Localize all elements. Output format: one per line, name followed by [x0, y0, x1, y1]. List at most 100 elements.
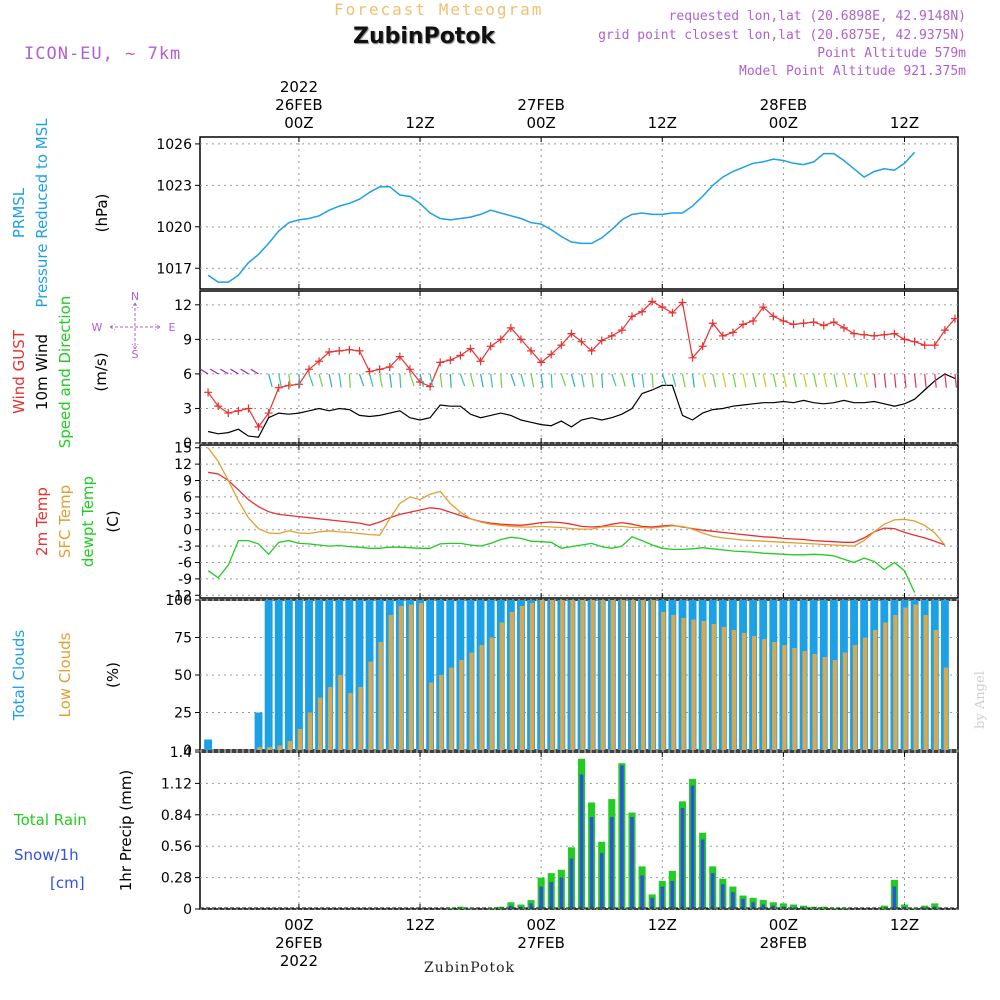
gust-point [880, 330, 889, 339]
pressure-series-line [207, 151, 916, 283]
y-tick-label: 12 [174, 298, 192, 314]
gust-point [516, 335, 525, 344]
temp-sfc-label: SFC Temp [56, 485, 74, 558]
snow-bar [892, 886, 897, 909]
gust-point [638, 307, 647, 316]
low-cloud-bar [358, 687, 363, 750]
snow-bar [559, 877, 564, 909]
snow-bar [620, 765, 624, 909]
low-cloud-bar [529, 603, 535, 750]
wind-direction-arrow [490, 373, 494, 388]
wind-direction-arrow [691, 373, 695, 388]
low-cloud-bar [943, 667, 949, 750]
y-tick-label: -6 [178, 555, 192, 571]
compass-w: W [92, 321, 103, 334]
low-cloud-bar [428, 682, 434, 750]
low-cloud-bar [762, 639, 767, 750]
gust-point [648, 297, 657, 306]
gust-point [305, 365, 314, 374]
snow-bar [589, 817, 594, 909]
wind-direction-arrow [278, 373, 282, 388]
low-cloud-bar [913, 604, 918, 750]
total-cloud-bar [325, 600, 334, 750]
wind-direction-arrow [661, 373, 668, 387]
wind-direction-arrow [348, 373, 351, 388]
low-cloud-bar [782, 645, 787, 750]
top-x-tick-label: 12Z [648, 114, 677, 132]
temp-unit-label: (C) [104, 510, 122, 532]
wind-direction-arrow [752, 373, 757, 388]
low-cloud-bar [439, 675, 444, 750]
wind-direction-arrow [954, 373, 958, 388]
low-cloud-bar [772, 642, 777, 750]
y-tick-label: 6 [183, 367, 192, 383]
wind-direction-arrow [469, 373, 475, 387]
low-cloud-bar [297, 729, 303, 750]
gust-point [325, 348, 334, 357]
low-cloud-bar [449, 667, 454, 750]
rain-bar [820, 906, 828, 909]
closest-coords: grid point closest lon,lat (20.6875E, 42… [598, 28, 966, 43]
wind-direction-arrow [308, 373, 314, 387]
total-cloud-label: Total Clouds [10, 630, 28, 722]
low-cloud-bar [418, 603, 424, 750]
gust-point [607, 331, 616, 340]
wind-direction-arrow [893, 373, 897, 388]
gust-point [486, 342, 495, 351]
wind-direction-arrow [843, 373, 848, 388]
gust-point [739, 320, 748, 329]
requested-coords: requested lon,lat (20.6898E, 42.9148N) [668, 9, 966, 24]
gust-point [496, 335, 505, 344]
rain-bar [931, 903, 939, 909]
bottom-x-tick-label: 00Z [284, 916, 313, 934]
low-cloud-bar [883, 622, 888, 750]
gust-point [345, 345, 354, 354]
wind-panel: 0 3 6 9 12 Wind GUST 10m Wind Speed and Directi… [10, 290, 959, 452]
gust-point [355, 346, 364, 355]
low-cloud-bar [328, 687, 333, 750]
wind-direction-arrow [712, 373, 717, 388]
gust-point [759, 303, 768, 312]
wind-direction-arrow [439, 373, 443, 388]
clouds-panel: 0 25 50 75 100 Total Clouds Low Clouds (%) by An… [10, 593, 988, 759]
snow-bar [731, 892, 735, 909]
low-cloud-bar [519, 606, 525, 750]
pressure-unit-label: (hPa) [93, 194, 111, 233]
y-tick-label: 9 [183, 474, 192, 490]
model-label: ICON-EU, ~ 7km [24, 44, 182, 64]
y-tick-label: 0.28 [161, 871, 192, 887]
y-tick-label: -9 [178, 572, 192, 588]
low-cloud-bar [822, 657, 827, 750]
total-cloud-bar [274, 600, 283, 750]
wind-direction-arrow [591, 373, 594, 388]
wind-10m-label: 10m Wind [33, 334, 51, 410]
low-cloud-bar [812, 654, 817, 750]
wind-direction-arrow [298, 373, 301, 388]
wind-direction-arrow [813, 373, 818, 388]
y-tick-label: 100 [165, 593, 192, 609]
low-cloud-bar [661, 612, 666, 750]
gust-point [234, 406, 243, 415]
low-cloud-bar [832, 660, 838, 750]
wind-direction-arrow [833, 373, 838, 388]
wind-direction-arrow [762, 373, 767, 388]
y-tick-label: 0 [183, 436, 192, 452]
top-x-date-label: 27FEB [517, 96, 564, 114]
gust-point [204, 388, 213, 397]
wind-direction-arrow [480, 373, 484, 388]
gust-point [850, 329, 859, 338]
wind-direction-arrow [500, 373, 503, 388]
wind-direction-arrow [268, 373, 273, 387]
rain-legend-label: Total Rain [13, 811, 87, 829]
snow-bar [579, 774, 584, 909]
wind-direction-arrow [570, 373, 576, 387]
wind-direction-arrow [338, 373, 342, 388]
cloud-unit-label: (%) [104, 662, 122, 688]
low-cloud-bar [600, 600, 605, 750]
gust-point [839, 323, 848, 332]
wind-direction-arrow [220, 368, 229, 375]
wind-direction-arrow [863, 373, 868, 388]
low-cloud-bar [307, 712, 313, 750]
